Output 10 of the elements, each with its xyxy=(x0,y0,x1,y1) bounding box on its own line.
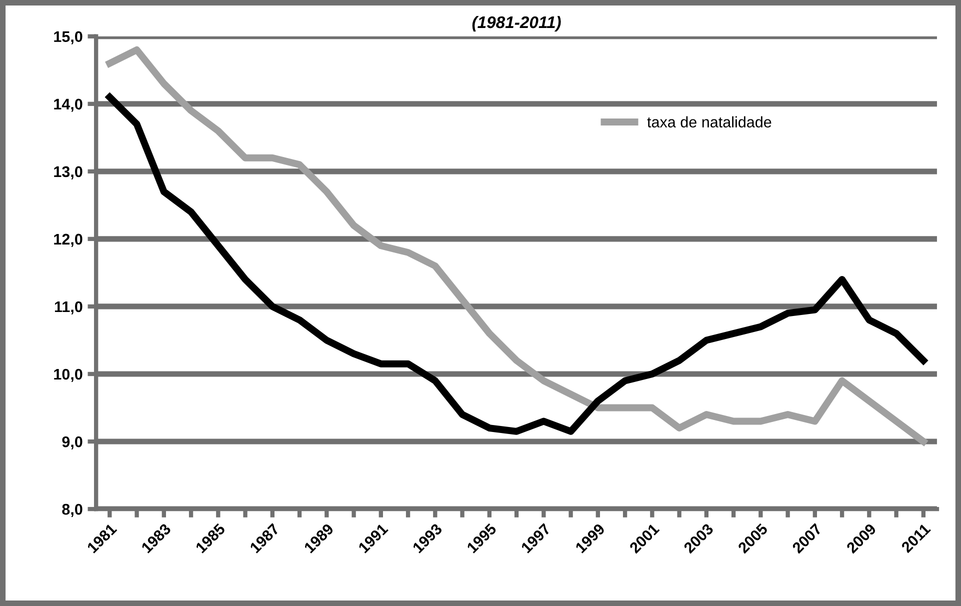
y-tick-label: 8,0 xyxy=(62,504,82,517)
y-tick-label: 10,0 xyxy=(54,368,82,382)
y-tick-label: 12,0 xyxy=(54,234,82,247)
y-tick-label: 13,0 xyxy=(54,166,82,180)
chart-title: (1981-2011) xyxy=(472,16,561,32)
y-tick-label: 14,0 xyxy=(54,98,82,112)
y-tick-label: 15,0 xyxy=(54,31,82,44)
legend-label: taxa de natalidade xyxy=(647,116,772,128)
y-tick-label: 9,0 xyxy=(62,436,82,450)
y-tick-label: 11,0 xyxy=(54,301,82,314)
